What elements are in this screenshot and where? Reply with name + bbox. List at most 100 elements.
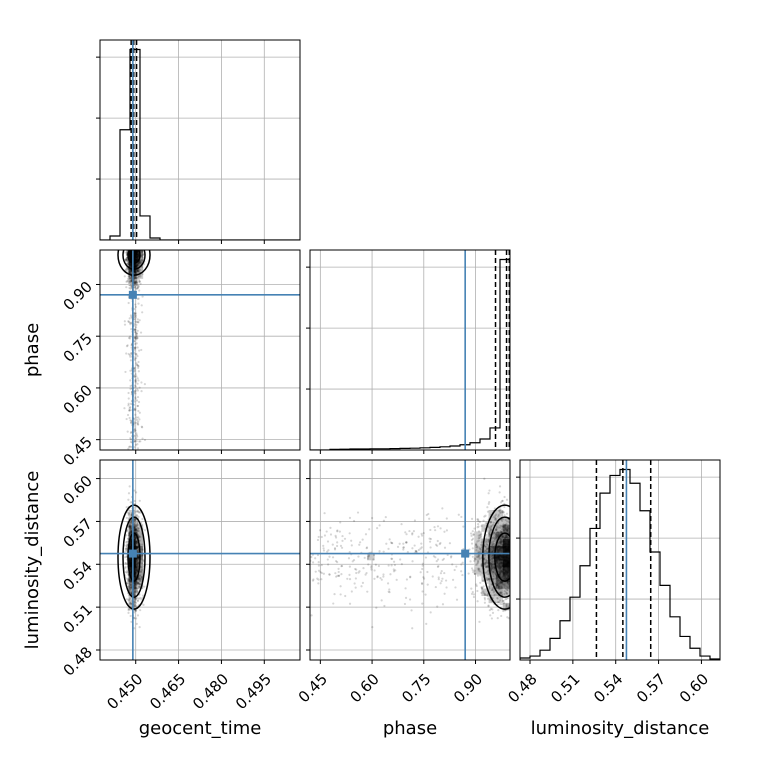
sample-point	[134, 568, 138, 571]
y-tick-label: 0.90	[60, 278, 96, 314]
x-tick-label: 0.54	[590, 670, 626, 706]
sample-point	[477, 555, 481, 558]
panel-background	[520, 460, 720, 660]
sample-point	[133, 564, 136, 567]
sample-point	[491, 563, 494, 566]
sample-point	[128, 579, 131, 583]
sample-point	[499, 591, 502, 594]
sample-point	[134, 281, 137, 284]
density-cell	[488, 524, 497, 532]
sample-point	[130, 564, 133, 568]
sample-point	[134, 566, 137, 569]
sample-point	[133, 564, 136, 567]
sample-point	[134, 564, 137, 568]
sample-point	[134, 575, 137, 578]
sample-point	[141, 254, 144, 257]
sample-point	[136, 545, 139, 549]
sample-point	[501, 536, 504, 539]
sample-point	[137, 527, 140, 530]
sample-point	[497, 545, 500, 548]
sample-point	[470, 592, 474, 595]
sample-point	[136, 554, 139, 558]
sample-point	[130, 531, 133, 534]
sample-point	[139, 511, 142, 514]
sample-point	[125, 544, 128, 547]
sample-point	[127, 578, 130, 581]
sample-point	[137, 557, 140, 560]
sample-point	[405, 578, 409, 581]
sample-point	[486, 581, 489, 585]
sample-point	[127, 281, 130, 284]
sample-point	[135, 337, 138, 340]
sample-point	[507, 539, 510, 542]
sample-point	[134, 253, 137, 256]
sample-point	[124, 549, 128, 552]
sample-point	[496, 597, 499, 600]
sample-point	[133, 256, 136, 259]
sample-point	[485, 536, 489, 539]
sample-point	[371, 626, 374, 629]
sample-point	[494, 516, 497, 519]
sample-point	[134, 609, 138, 613]
sample-point	[421, 567, 424, 571]
sample-point	[505, 542, 509, 545]
sample-point	[129, 270, 132, 274]
sample-point	[135, 257, 138, 260]
sample-point	[135, 276, 138, 279]
panel-hist-phase	[306, 249, 511, 454]
sample-point	[341, 534, 344, 538]
sample-point	[389, 573, 392, 576]
sample-point	[503, 542, 507, 545]
sample-point	[506, 527, 509, 530]
sample-point	[411, 547, 414, 550]
sample-point	[135, 546, 138, 550]
sample-point	[346, 577, 349, 580]
density-cell	[495, 531, 504, 539]
sample-point	[123, 556, 127, 559]
sample-point	[384, 516, 387, 519]
sample-point	[134, 547, 137, 550]
sample-point	[503, 558, 506, 561]
sample-point	[501, 525, 504, 528]
sample-point	[130, 265, 133, 268]
sample-point	[334, 534, 337, 537]
sample-point	[140, 576, 143, 579]
sample-point	[487, 531, 490, 534]
sample-point	[135, 583, 138, 586]
sample-point	[133, 315, 136, 318]
sample-point	[134, 275, 138, 278]
sample-point	[480, 591, 483, 595]
sample-point	[135, 258, 138, 261]
sample-point	[136, 253, 140, 256]
sample-point	[507, 560, 510, 564]
sample-point	[139, 282, 142, 285]
density-cell	[502, 602, 510, 611]
sample-point	[136, 250, 139, 253]
sample-point	[479, 547, 482, 551]
sample-point	[135, 252, 138, 255]
sample-point	[138, 535, 141, 538]
sample-point	[489, 562, 492, 565]
sample-point	[436, 558, 440, 561]
sample-point	[501, 564, 504, 567]
sample-point	[501, 573, 505, 576]
sample-point	[475, 546, 478, 549]
sample-point	[129, 255, 132, 258]
sample-point	[129, 257, 133, 261]
y-tick-label: 0.60	[60, 381, 96, 417]
sample-point	[134, 255, 138, 258]
sample-point	[470, 517, 474, 521]
sample-point	[388, 588, 391, 591]
sample-point	[134, 254, 137, 257]
sample-point	[503, 574, 506, 577]
sample-point	[478, 536, 481, 539]
sample-point	[130, 277, 133, 280]
sample-point	[133, 408, 136, 412]
sample-point	[135, 540, 138, 543]
sample-point	[133, 582, 137, 585]
sample-point	[136, 252, 139, 256]
sample-point	[314, 557, 317, 560]
sample-point	[129, 250, 132, 253]
sample-point	[501, 568, 505, 571]
sample-point	[505, 566, 508, 569]
